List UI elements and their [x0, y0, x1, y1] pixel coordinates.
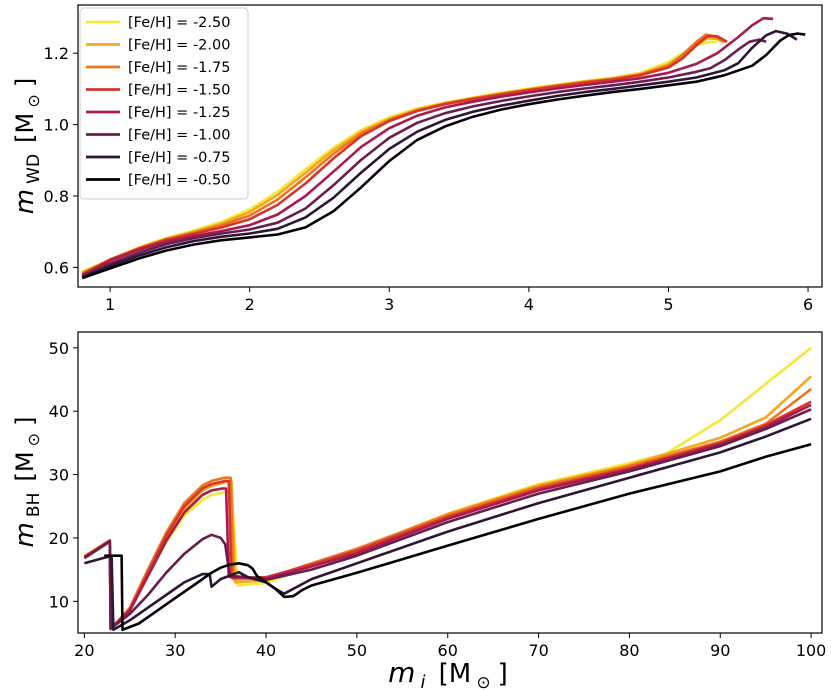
bh-ytick-label-4: 50 — [49, 339, 69, 358]
legend-items: [Fe/H] = -2.50 [Fe/H] = -2.00 [Fe/H] = -1.… — [86, 15, 230, 189]
wd-ytick-label-3: 1.2 — [44, 44, 69, 63]
wd-xtick-label-0: 1 — [105, 295, 115, 314]
wd-series-line-3 — [81, 34, 728, 276]
bh-ylabel-sub: BH — [24, 493, 44, 517]
bh-series-line-6 — [84, 417, 812, 632]
bh-ytick-label-3: 40 — [49, 402, 69, 421]
bh-ylabel-main: m — [10, 522, 40, 547]
bh-series-line-5 — [83, 408, 812, 630]
legend-box — [79, 7, 249, 200]
bh-xtick-label-1: 30 — [165, 641, 185, 660]
bh-series-line-4 — [83, 403, 812, 630]
wd-xtick-label-2: 3 — [384, 295, 394, 314]
wd-axes-frame — [77, 4, 823, 288]
wd-ticks: 1 2 3 4 5 6 0.6 0.8 1.0 1.2 — [44, 44, 814, 314]
bh-xlabel-unit: [M — [439, 659, 472, 689]
wd-series-line-5 — [81, 38, 767, 278]
bh-xtick-label-0: 20 — [74, 641, 94, 660]
wd-series-line-7 — [81, 32, 806, 280]
bh-xtick-label-2: 40 — [256, 641, 276, 660]
legend-label-2: [Fe/H] = -1.75 — [128, 60, 230, 76]
legend-label-1: [Fe/H] = -2.00 — [128, 38, 230, 54]
bh-ticks: 20 30 40 50 60 70 80 90 100 10 20 30 40 50 — [49, 339, 827, 660]
wd-ylabel-sun: ⊙ — [24, 94, 43, 107]
wd-ylabel-close: ] — [11, 78, 39, 87]
bh-ytick-label-1: 20 — [49, 529, 69, 548]
bh-ylabel-unit: [M — [11, 451, 39, 481]
bh-ytick-label-2: 30 — [49, 466, 69, 485]
legend: [Fe/H] = -2.50 [Fe/H] = -2.00 [Fe/H] = -1.… — [79, 7, 249, 200]
legend-label-5: [Fe/H] = -1.00 — [128, 128, 230, 144]
panel-wd: 1 2 3 4 5 6 0.6 0.8 1.0 1.2 m WD [M ⊙ ] [Fe/H] = … — [10, 4, 823, 314]
legend-label-3: [Fe/H] = -1.50 — [128, 83, 230, 99]
bh-xlabel-sun: ⊙ — [476, 673, 490, 690]
wd-ylabel-main: m — [10, 189, 40, 214]
wd-series-line-4 — [81, 16, 774, 277]
panel-bh: 20 30 40 50 60 70 80 90 100 10 20 30 40 50 m BH [M ⊙ … — [10, 331, 827, 690]
wd-ytick-label-2: 1.0 — [44, 116, 69, 135]
bh-axes-frame — [77, 331, 823, 634]
bh-xtick-label-6: 80 — [619, 641, 639, 660]
bh-ylabel-sun: ⊙ — [24, 433, 43, 446]
wd-ylabel-unit: [M — [11, 113, 39, 143]
bh-xtick-label-4: 60 — [438, 641, 458, 660]
bh-xtick-label-7: 90 — [710, 641, 730, 660]
wd-xtick-label-4: 5 — [663, 295, 673, 314]
bh-ytick-label-0: 10 — [49, 592, 69, 611]
bh-ylabel-close: ] — [11, 416, 39, 425]
bh-xtick-label-5: 70 — [528, 641, 548, 660]
bh-xtick-label-3: 50 — [347, 641, 367, 660]
wd-ylabel-sub: WD — [24, 154, 44, 184]
wd-series-line-6 — [81, 29, 798, 279]
wd-ylabel: m WD [M ⊙ ] — [10, 78, 44, 214]
bh-xlabel-main: m — [388, 656, 415, 689]
legend-label-0: [Fe/H] = -2.50 — [128, 15, 230, 31]
wd-ytick-label-0: 0.6 — [44, 258, 69, 277]
bh-xlabel: m i [M ⊙ ] — [388, 656, 508, 690]
legend-label-6: [Fe/H] = -0.75 — [128, 150, 230, 166]
bh-xlabel-sub: i — [421, 672, 426, 690]
bh-xtick-label-8: 100 — [796, 641, 827, 660]
bh-series-line-7 — [104, 442, 812, 632]
legend-label-4: [Fe/H] = -1.25 — [128, 105, 230, 121]
wd-xtick-label-1: 2 — [245, 295, 255, 314]
wd-xtick-label-3: 4 — [524, 295, 534, 314]
wd-xtick-label-5: 6 — [803, 295, 813, 314]
bh-xlabel-close: ] — [498, 659, 508, 689]
legend-label-7: [Fe/H] = -0.50 — [128, 173, 230, 189]
bh-series-lines — [83, 346, 812, 632]
wd-series-lines — [81, 16, 806, 280]
bh-ylabel: m BH [M ⊙ ] — [10, 416, 44, 547]
wd-ytick-label-1: 0.8 — [44, 187, 69, 206]
